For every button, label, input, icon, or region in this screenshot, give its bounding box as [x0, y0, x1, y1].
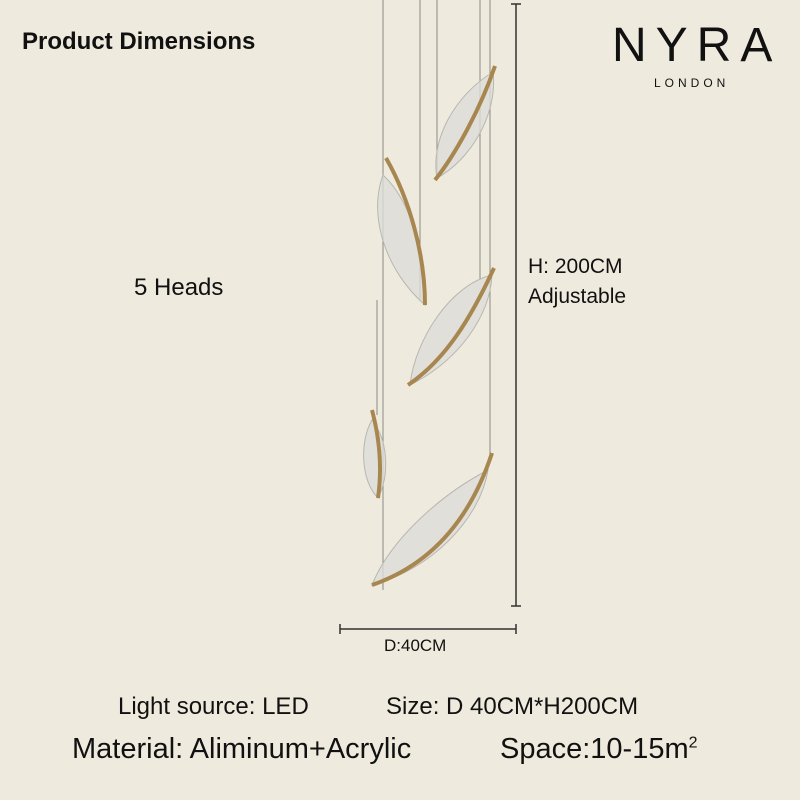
- heads: 5 Heads: [134, 274, 224, 301]
- feather-stem: [406, 267, 496, 387]
- dimension-lines: [339, 3, 521, 634]
- space-text: Space:10-15m: [500, 733, 689, 765]
- feather-leaf: [371, 469, 489, 586]
- feathers: [363, 65, 497, 587]
- title: Product Dimensions: [22, 28, 256, 55]
- feather-stem: [370, 409, 382, 499]
- height-note: Adjustable: [528, 285, 627, 308]
- feather-stem: [433, 65, 497, 182]
- height-label: H: 200CM: [528, 255, 623, 278]
- size: Size: D 40CM*H200CM: [386, 693, 639, 720]
- brand-name: NYRA: [612, 19, 782, 72]
- feather-stem: [384, 157, 427, 306]
- feather-stem: [371, 452, 494, 587]
- diameter-label: D:40CM: [384, 636, 447, 655]
- light-source: Light source: LED: [118, 693, 309, 720]
- space-superscript: 2: [688, 734, 698, 752]
- feather-leaf: [363, 419, 387, 499]
- material: Material: Aliminum+Acrylic: [72, 733, 412, 765]
- brand-location: LONDON: [654, 76, 730, 90]
- space: Space:10-15m2: [500, 733, 698, 766]
